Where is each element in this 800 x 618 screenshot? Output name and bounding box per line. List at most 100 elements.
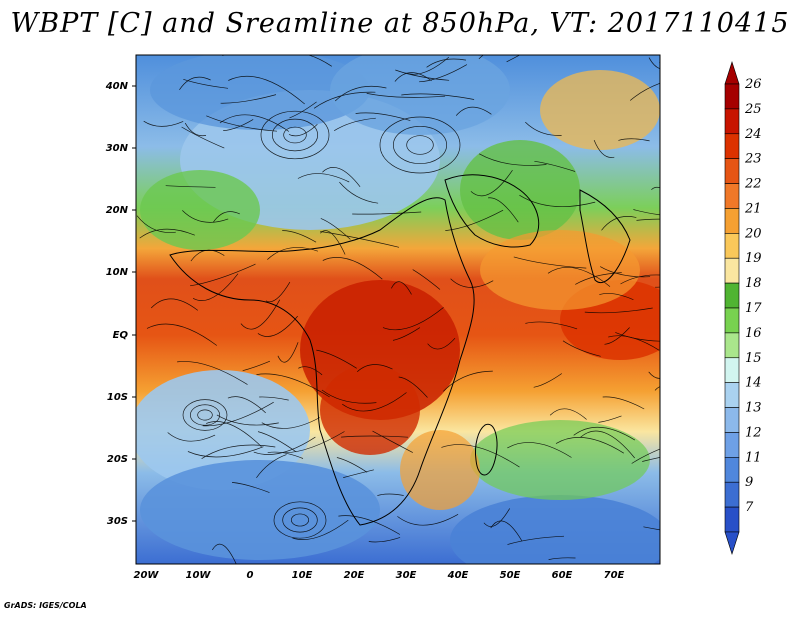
streamline	[659, 61, 660, 63]
streamline	[377, 493, 404, 496]
lon-label: 20W	[134, 570, 160, 581]
streamline	[316, 349, 357, 369]
streamline-swirl	[273, 501, 327, 539]
streamline	[341, 392, 407, 412]
colorbar-swatch	[724, 457, 740, 483]
streamline	[223, 119, 254, 131]
lon-label: 10W	[186, 570, 212, 581]
streamline	[525, 121, 562, 136]
streamline	[620, 274, 660, 285]
colorbar-swatch	[724, 432, 740, 458]
coastline-arabia	[444, 174, 540, 248]
temperature-field	[136, 55, 660, 564]
streamline	[339, 181, 379, 204]
streamline	[165, 185, 216, 188]
lat-label: 10N	[106, 267, 129, 278]
streamline	[177, 361, 248, 385]
lon-label: 60E	[552, 570, 573, 581]
streamline	[513, 256, 587, 269]
colorbar-swatch	[724, 506, 740, 533]
streamline	[242, 360, 271, 372]
chart-title: WBPT [C] and Sreamline at 850hPa, VT: 20…	[10, 8, 790, 39]
streamline	[211, 543, 237, 564]
colorbar-label: 7	[745, 500, 754, 515]
lat-label: 10S	[107, 392, 128, 403]
streamline	[282, 230, 317, 243]
streamline	[343, 469, 374, 478]
streamline	[372, 430, 413, 453]
streamline	[600, 266, 651, 278]
streamline	[506, 55, 521, 63]
streamline	[519, 194, 596, 207]
streamline	[277, 342, 299, 363]
streamline	[443, 370, 493, 392]
streamline	[368, 537, 401, 543]
colorbar-swatch	[724, 481, 740, 508]
colorbar-swatch	[724, 407, 740, 433]
streamline-swirl	[197, 409, 213, 421]
streamline	[395, 69, 450, 81]
streamline	[390, 281, 412, 295]
streamline	[256, 454, 287, 479]
streamline	[608, 335, 660, 351]
streamline	[187, 446, 264, 458]
colorbar-bottom-arrow	[724, 531, 740, 555]
streamline-swirl	[290, 513, 310, 527]
streamline	[427, 337, 456, 350]
streamline	[479, 153, 547, 166]
lat-label: 30N	[106, 143, 129, 154]
streamline	[397, 513, 459, 526]
streamline	[648, 371, 660, 379]
streamlines	[136, 55, 660, 564]
streamline	[201, 444, 276, 459]
colorbar-swatch	[724, 183, 740, 209]
colorbar-label: 13	[745, 401, 762, 416]
streamline	[202, 401, 274, 427]
streamline	[257, 315, 298, 337]
streamline	[267, 451, 304, 459]
streamline	[643, 526, 660, 531]
streamline	[206, 115, 278, 132]
streamline	[231, 482, 270, 493]
streamline	[618, 138, 650, 142]
lon-label: 70E	[604, 570, 625, 581]
credit-text: GrADS: IGES/COLA	[4, 601, 87, 610]
streamline	[555, 437, 624, 454]
streamline	[549, 408, 587, 420]
streamline	[593, 139, 615, 158]
lat-label: 20S	[107, 454, 128, 465]
streamline	[256, 373, 330, 398]
streamline	[534, 160, 576, 172]
streamline	[604, 327, 630, 345]
streamline	[483, 508, 511, 527]
colorbar-top-arrow	[724, 61, 740, 85]
lat-label: 30S	[107, 516, 128, 527]
colorbar-label: 18	[745, 276, 762, 291]
streamline	[654, 386, 660, 391]
streamline-swirl	[182, 399, 228, 431]
colorbar-swatch	[724, 108, 740, 135]
streamline	[548, 557, 576, 560]
streamline	[261, 417, 320, 429]
lon-label: 40E	[447, 570, 469, 581]
coastline-africa	[169, 197, 475, 526]
coastline-madagascar	[475, 423, 498, 476]
latitude-axis: 40N 30N 20N 10N EQ 10S 20S 30S	[105, 81, 136, 527]
streamline	[441, 444, 520, 468]
streamline	[320, 218, 351, 240]
streamline	[320, 231, 400, 248]
streamline	[562, 340, 601, 357]
streamline	[192, 273, 239, 301]
colorbar-label: 22	[744, 177, 762, 192]
colorbar-label: 20	[744, 226, 762, 241]
streamline	[533, 373, 563, 388]
colorbar-swatch	[724, 208, 740, 234]
colorbar-swatch	[724, 83, 740, 110]
streamline	[183, 78, 229, 89]
streamline	[284, 431, 345, 454]
streamline	[507, 442, 572, 458]
streamline	[219, 114, 290, 132]
colorbar-label: 12	[745, 425, 762, 440]
streamline	[352, 211, 422, 215]
